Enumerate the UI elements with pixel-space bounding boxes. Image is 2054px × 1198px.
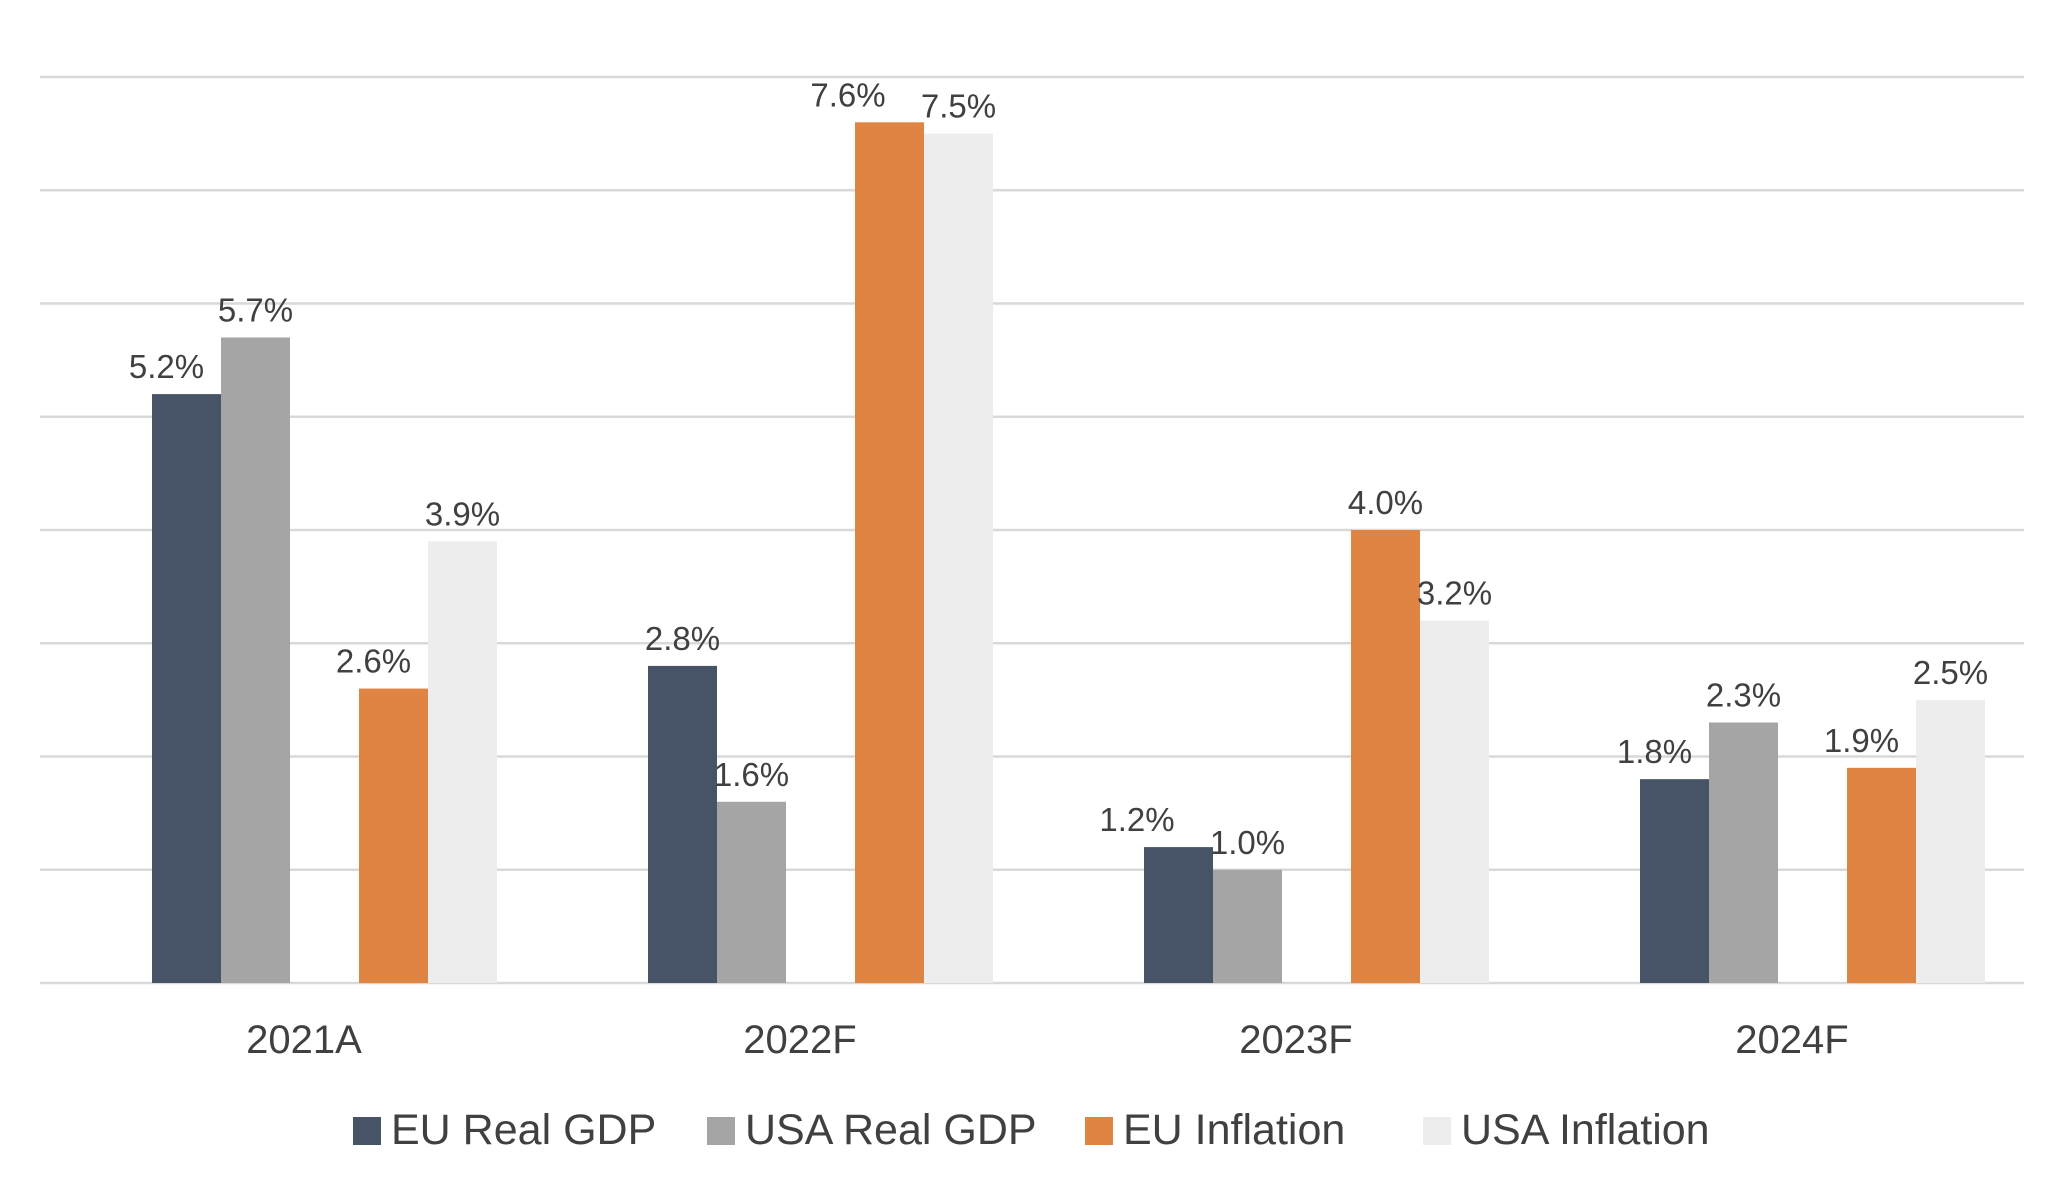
data-label-eu-real-gdp-2022f: 2.8% — [645, 620, 720, 657]
legend-label-usa-inflation: USA Inflation — [1461, 1106, 1710, 1154]
legend-label-eu-inflation: EU Inflation — [1123, 1106, 1345, 1154]
bar-usa-inflation-2023f — [1420, 620, 1489, 983]
bar-usa-real-gdp-2024f — [1709, 722, 1778, 983]
legend: EU Real GDP USA Real GDP EU Inflation USA I… — [353, 1106, 1710, 1154]
x-tick-label: 2023F — [1239, 1018, 1352, 1062]
data-label-eu-real-gdp-2021a: 5.2% — [129, 348, 204, 385]
bar-eu-real-gdp-2021a — [152, 394, 221, 984]
data-label-eu-inflation-2024f: 1.9% — [1824, 722, 1899, 759]
bar-eu-real-gdp-2023f — [1144, 847, 1213, 983]
x-tick-label: 2024F — [1735, 1018, 1848, 1062]
data-label-usa-inflation-2023f: 3.2% — [1417, 575, 1492, 612]
bar-eu-inflation-2022f — [855, 122, 924, 984]
bars — [152, 122, 1985, 984]
bar-usa-inflation-2021a — [428, 541, 497, 983]
data-label-usa-inflation-2024f: 2.5% — [1913, 654, 1988, 691]
x-axis: 2021A 2022F 2023F 2024F — [246, 1018, 1849, 1062]
data-label-eu-inflation-2023f: 4.0% — [1348, 484, 1423, 521]
bar-usa-real-gdp-2021a — [221, 337, 290, 984]
bar-usa-inflation-2024f — [1916, 699, 1985, 983]
bar-usa-real-gdp-2022f — [717, 801, 786, 983]
legend-label-usa-real-gdp: USA Real GDP — [745, 1106, 1037, 1154]
legend-swatch-usa-inflation — [1423, 1117, 1451, 1145]
bar-eu-inflation-2021a — [359, 688, 428, 983]
data-label-usa-real-gdp-2024f: 2.3% — [1706, 677, 1781, 714]
bar-usa-inflation-2022f — [924, 133, 993, 983]
data-label-eu-real-gdp-2024f: 1.8% — [1617, 733, 1692, 770]
legend-label-eu-real-gdp: EU Real GDP — [391, 1106, 656, 1154]
bar-usa-real-gdp-2023f — [1213, 869, 1282, 983]
data-label-eu-inflation-2021a: 2.6% — [336, 643, 411, 680]
data-label-eu-inflation-2022f: 7.6% — [810, 76, 885, 113]
legend-swatch-eu-inflation — [1085, 1117, 1113, 1145]
data-label-usa-inflation-2022f: 7.5% — [921, 88, 996, 125]
x-tick-label: 2021A — [246, 1018, 362, 1062]
data-label-usa-real-gdp-2023f: 1.0% — [1210, 824, 1285, 861]
data-label-usa-real-gdp-2022f: 1.6% — [714, 756, 789, 793]
bar-eu-real-gdp-2024f — [1640, 779, 1709, 983]
bar-eu-real-gdp-2022f — [648, 665, 717, 983]
legend-swatch-usa-real-gdp — [707, 1117, 735, 1145]
legend-swatch-eu-real-gdp — [353, 1117, 381, 1145]
bar-eu-inflation-2024f — [1847, 767, 1916, 983]
data-labels: 5.2% 2.8% 1.2% 1.8% 5.7% 1.6% 1.0% 2.3% 2.6% 7.6%… — [129, 76, 1988, 860]
data-label-eu-real-gdp-2023f: 1.2% — [1099, 801, 1174, 838]
x-tick-label: 2022F — [743, 1018, 856, 1062]
data-label-usa-real-gdp-2021a: 5.7% — [218, 291, 293, 328]
bar-eu-inflation-2023f — [1351, 530, 1420, 983]
data-label-usa-inflation-2021a: 3.9% — [425, 495, 500, 532]
